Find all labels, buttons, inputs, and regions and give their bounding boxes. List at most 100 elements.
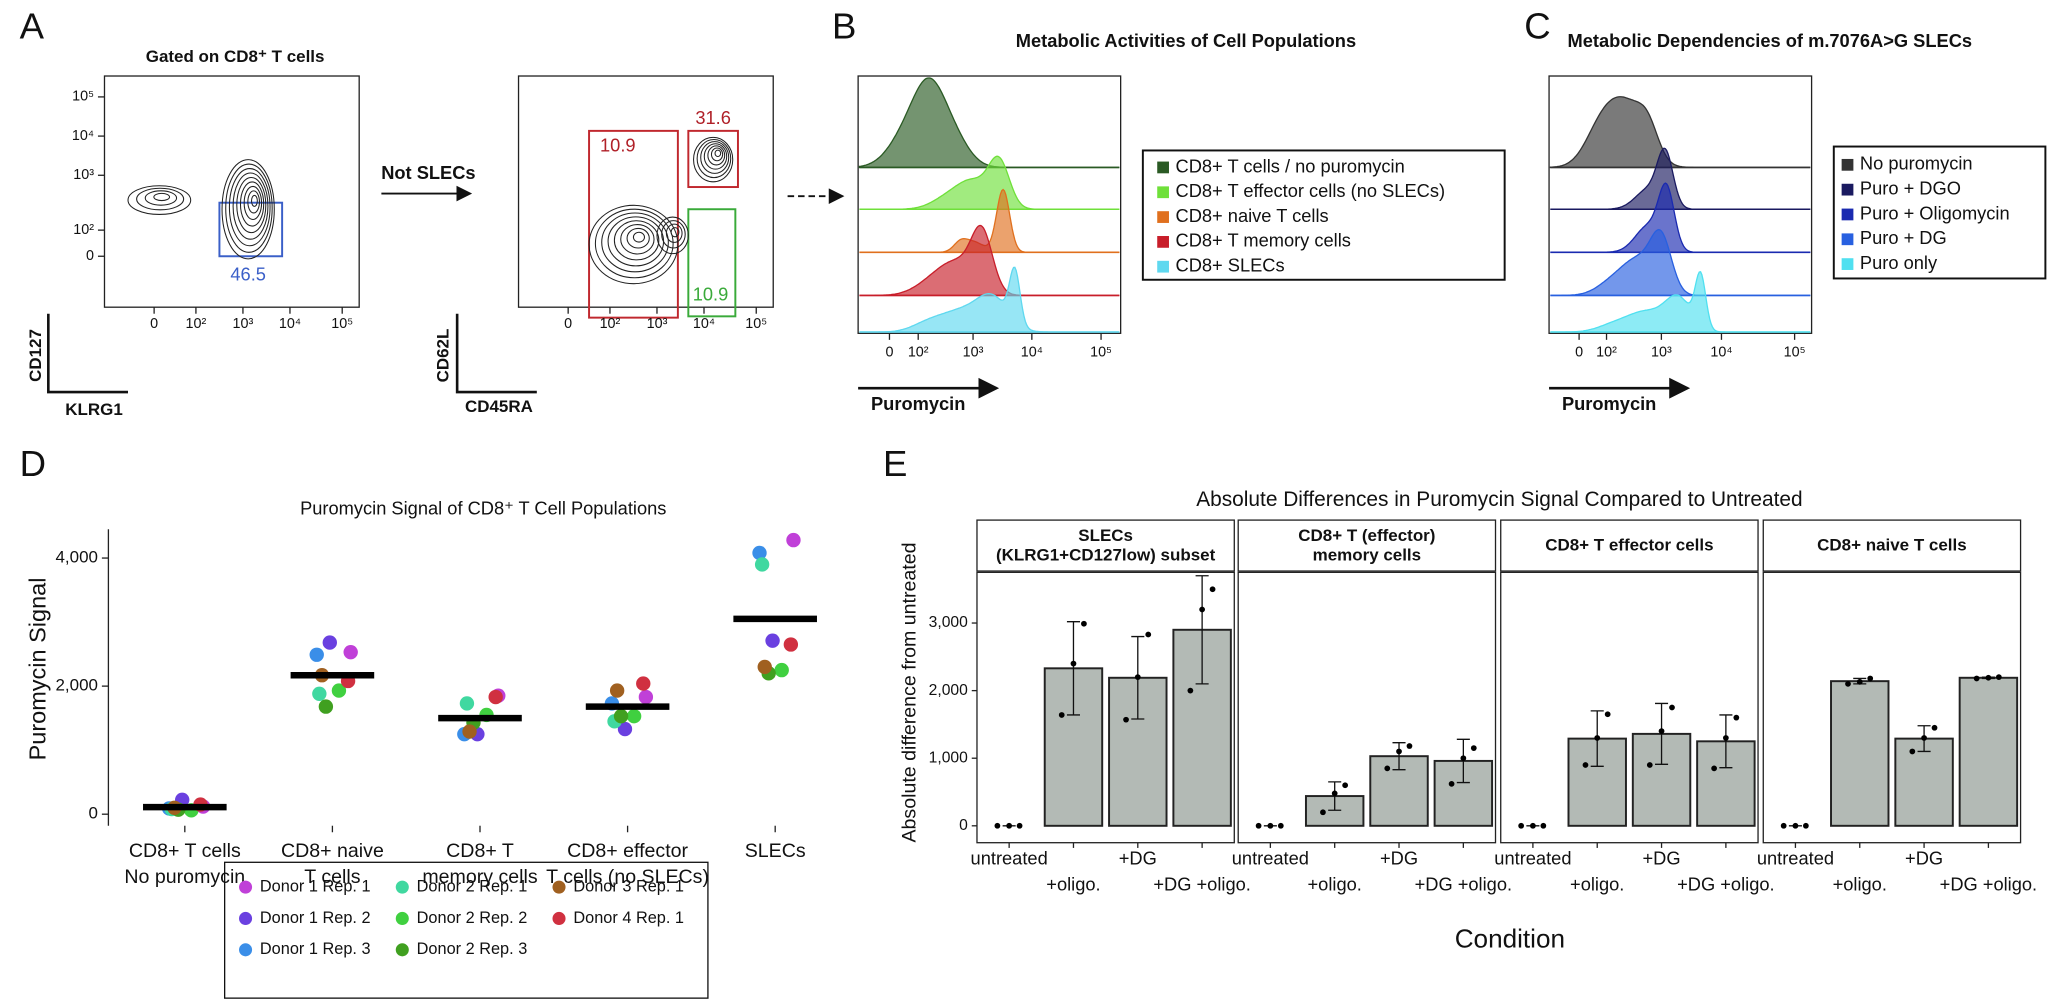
facet-header <box>1237 519 1497 572</box>
legend-swatch <box>1841 158 1854 171</box>
point <box>1016 822 1023 829</box>
point <box>1209 586 1216 593</box>
contour <box>714 149 722 158</box>
point <box>1803 822 1809 829</box>
contour <box>594 208 674 279</box>
x-tick-label: 10⁴ <box>1710 345 1732 361</box>
legend-label: Puro + Oligomycin <box>1860 202 2010 223</box>
contour <box>665 223 683 243</box>
legend-swatch <box>1157 161 1169 174</box>
y-tick-label: 4,000 <box>55 548 97 567</box>
x-tick-label: 10⁴ <box>1021 345 1043 361</box>
point <box>459 696 475 711</box>
point <box>318 699 334 714</box>
contour <box>236 176 267 234</box>
point <box>774 662 789 678</box>
panel-label: C <box>1524 6 1550 47</box>
x-tick-label: T cells (no SLECs) <box>546 866 709 888</box>
hist-frame <box>1548 75 1813 334</box>
facet-frame <box>976 571 1235 844</box>
gate-value: 10.9 <box>600 134 636 155</box>
point <box>786 532 801 548</box>
legend-label: Puro + DGO <box>1860 177 1961 198</box>
y-tick-label: 10⁵ <box>72 89 94 105</box>
y-tick-label: 0 <box>959 817 968 834</box>
facet-title: (KLRG1+CD127low) subset <box>996 545 1216 564</box>
legend-marker <box>239 943 253 957</box>
contour <box>696 139 732 179</box>
facet-title: memory cells <box>1313 545 1421 564</box>
point <box>636 676 651 691</box>
point <box>1669 704 1675 711</box>
x-tick-label: 10⁴ <box>279 316 301 332</box>
x-tick-label: SLECs <box>745 840 806 862</box>
legend-label: Puro + DG <box>1860 227 1947 248</box>
x-tick-label: 10² <box>186 316 207 332</box>
point <box>1277 822 1284 829</box>
point <box>1448 781 1455 787</box>
panel-title: Metabolic Dependencies of m.7076A>G SLEC… <box>1568 30 1973 51</box>
x-tick-label: 10³ <box>1651 345 1672 361</box>
y-tick-label: 10² <box>73 222 94 238</box>
point <box>1518 822 1525 829</box>
legend-swatch <box>1157 211 1169 223</box>
bar <box>1958 676 2019 827</box>
y-tick-label: 0 <box>86 248 94 264</box>
contour <box>221 159 275 260</box>
error-bar <box>1066 621 1080 716</box>
contour <box>626 227 650 249</box>
point <box>1909 748 1916 755</box>
gate-value: 46.5 <box>230 264 266 285</box>
contour <box>243 185 263 221</box>
x-tick-label: 10⁵ <box>745 316 767 332</box>
x-tick-label: T cells <box>304 866 360 888</box>
x-tick-label: 10² <box>908 345 929 361</box>
point <box>1780 822 1787 829</box>
gate <box>687 129 739 189</box>
point <box>1711 765 1717 772</box>
point <box>322 635 337 650</box>
contour <box>700 141 730 174</box>
point <box>1255 822 1262 829</box>
legend-label: Donor 2 Rep. 2 <box>417 909 528 927</box>
point <box>1470 745 1477 751</box>
panel-label: B <box>832 6 856 47</box>
contour <box>632 231 646 243</box>
x-tick-label: 0 <box>1575 345 1583 361</box>
point <box>626 709 642 724</box>
x-tick-label: CD8+ effector <box>567 840 688 862</box>
facet-title: CD8+ T (effector) <box>1298 526 1435 545</box>
point <box>462 724 477 739</box>
point <box>1985 674 1992 681</box>
axis-arrow <box>47 313 128 394</box>
point <box>1384 765 1391 772</box>
x-tick-label: +oligo. <box>1570 874 1624 895</box>
point <box>617 721 633 737</box>
panel-title: Gated on CD8⁺ T cells <box>146 47 325 66</box>
contour <box>225 163 273 253</box>
contour <box>661 220 686 249</box>
contour <box>710 147 724 162</box>
legend-swatch <box>1841 208 1854 221</box>
point <box>1460 755 1467 762</box>
point <box>312 686 327 701</box>
x-tick-label: 10⁵ <box>331 316 353 332</box>
point <box>1342 782 1349 789</box>
panel-a: Gated on CD8⁺ T cells Not SLECs 46.5 10.… <box>26 47 731 419</box>
x-tick-label: +oligo. <box>1833 874 1887 895</box>
x-tick-label: +oligo. <box>1308 874 1362 895</box>
chart-title: Absolute Differences in Puromycin Signal… <box>1196 488 1802 511</box>
legend-box <box>1141 149 1506 281</box>
y-tick-label: 0 <box>89 804 98 823</box>
legend-label: Donor 1 Rep. 3 <box>260 940 371 958</box>
chart-title: Puromycin Signal of CD8⁺ T Cell Populati… <box>300 497 666 518</box>
hist-frame <box>857 75 1122 334</box>
axis-label: CD62L <box>434 329 453 383</box>
point <box>754 557 770 572</box>
contour <box>251 194 258 207</box>
contour <box>707 145 726 166</box>
contour <box>247 190 260 214</box>
point <box>1070 660 1077 667</box>
contour <box>613 220 660 261</box>
